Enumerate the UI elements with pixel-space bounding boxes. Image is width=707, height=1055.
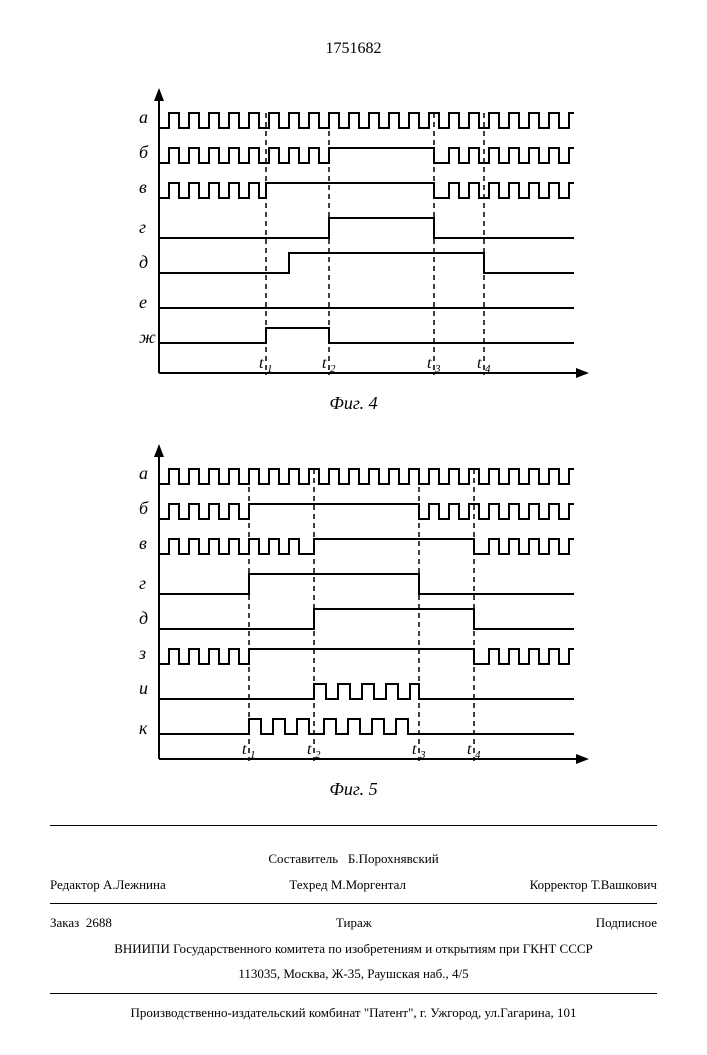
order-cell: Заказ 2688 bbox=[50, 913, 112, 933]
svg-text:1: 1 bbox=[250, 749, 256, 761]
svg-text:и: и bbox=[139, 678, 148, 698]
tirage-cell: Тираж bbox=[336, 913, 372, 933]
svg-text:t: t bbox=[259, 355, 264, 372]
svg-text:д: д bbox=[139, 608, 148, 628]
svg-text:t: t bbox=[242, 741, 247, 758]
svg-text:в: в bbox=[139, 177, 147, 197]
svg-text:1: 1 bbox=[267, 363, 273, 375]
figure-4-diagram: а б в г д е ж t1 t2 t3 t4 bbox=[104, 83, 604, 383]
svg-text:3: 3 bbox=[434, 363, 441, 375]
editor-cell: Редактор А.Лежнина bbox=[50, 875, 166, 895]
figure-5-caption: Фиг. 5 bbox=[50, 779, 657, 800]
svg-text:г: г bbox=[139, 217, 146, 237]
svg-text:t: t bbox=[427, 355, 432, 372]
document-number: 1751682 bbox=[50, 40, 657, 58]
divider bbox=[50, 903, 657, 904]
svg-text:д: д bbox=[139, 252, 148, 272]
printer-line: Производственно-издательский комбинат "П… bbox=[50, 1000, 657, 1026]
figure-5-diagram: а б в г д з и к t1 t2 t3 t4 bbox=[104, 439, 604, 769]
svg-text:г: г bbox=[139, 573, 146, 593]
svg-text:3: 3 bbox=[419, 749, 426, 761]
svg-text:з: з bbox=[138, 643, 146, 663]
svg-text:t: t bbox=[412, 741, 417, 758]
divider bbox=[50, 993, 657, 994]
svg-text:б: б bbox=[139, 142, 149, 162]
svg-text:t: t bbox=[322, 355, 327, 372]
techred-cell: Техред М.Моргентал bbox=[289, 875, 406, 895]
svg-text:е: е bbox=[139, 292, 147, 312]
svg-text:2: 2 bbox=[315, 749, 321, 761]
svg-text:б: б bbox=[139, 498, 149, 518]
svg-text:а: а bbox=[139, 107, 148, 127]
svg-text:2: 2 bbox=[330, 363, 336, 375]
org-address: 113035, Москва, Ж-35, Раушская наб., 4/5 bbox=[50, 961, 657, 987]
svg-text:а: а bbox=[139, 463, 148, 483]
composer-label: Составитель bbox=[268, 851, 338, 866]
divider bbox=[50, 825, 657, 826]
svg-text:ж: ж bbox=[139, 327, 156, 347]
figure-4-caption: Фиг. 4 bbox=[50, 393, 657, 414]
svg-text:t: t bbox=[467, 741, 472, 758]
svg-text:t: t bbox=[477, 355, 482, 372]
svg-text:к: к bbox=[139, 718, 148, 738]
svg-text:4: 4 bbox=[475, 749, 481, 761]
svg-text:t: t bbox=[307, 741, 312, 758]
svg-text:4: 4 bbox=[485, 363, 491, 375]
imprint-block: Составитель Б.Порохнявский Редактор А.Ле… bbox=[50, 846, 657, 1025]
corrector-cell: Корректор Т.Вашкович bbox=[530, 875, 657, 895]
subscription-cell: Подписное bbox=[596, 913, 657, 933]
composer-name: Б.Порохнявский bbox=[348, 851, 439, 866]
org-line: ВНИИПИ Государственного комитета по изоб… bbox=[50, 936, 657, 962]
svg-text:в: в bbox=[139, 533, 147, 553]
